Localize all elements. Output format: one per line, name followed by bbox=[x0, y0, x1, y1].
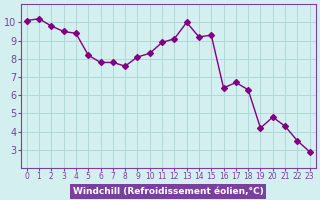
X-axis label: Windchill (Refroidissement éolien,°C): Windchill (Refroidissement éolien,°C) bbox=[73, 187, 264, 196]
